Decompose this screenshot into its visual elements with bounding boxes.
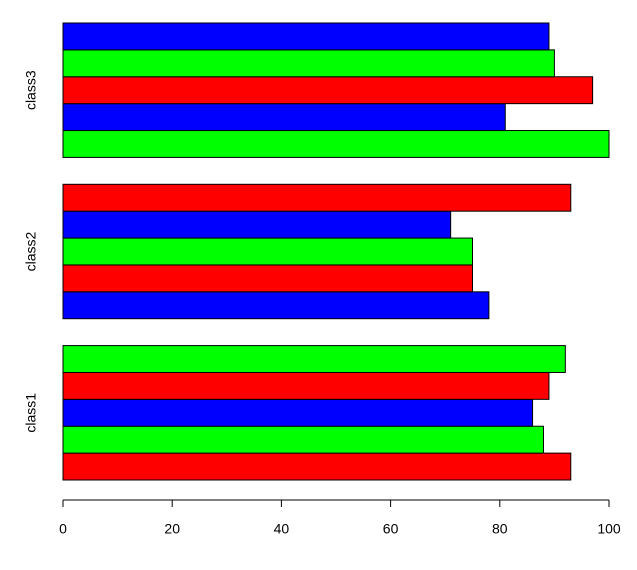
bar: [62, 371, 550, 400]
bar: [62, 291, 490, 320]
x-tick-label: 40: [274, 521, 290, 537]
bar: [62, 237, 473, 266]
bar: [62, 130, 610, 158]
x-tick-label: 20: [164, 521, 180, 537]
bar: [62, 425, 544, 454]
bar: [62, 210, 452, 239]
y-tick-label: class1: [23, 393, 39, 433]
bar: [62, 398, 534, 427]
bar: [62, 345, 566, 373]
x-tick-label: 60: [383, 521, 399, 537]
bar: [62, 452, 572, 481]
y-tick-label: class2: [23, 231, 39, 271]
x-tick-label: 0: [59, 521, 67, 537]
x-tick-label: 80: [492, 521, 508, 537]
bar: [62, 264, 473, 293]
bar: [62, 103, 506, 132]
bar: [62, 22, 550, 51]
bar: [62, 76, 594, 105]
bar: [62, 49, 555, 78]
x-tick-label: 100: [597, 521, 621, 537]
bar: [62, 183, 572, 212]
y-tick-label: class3: [23, 70, 39, 110]
